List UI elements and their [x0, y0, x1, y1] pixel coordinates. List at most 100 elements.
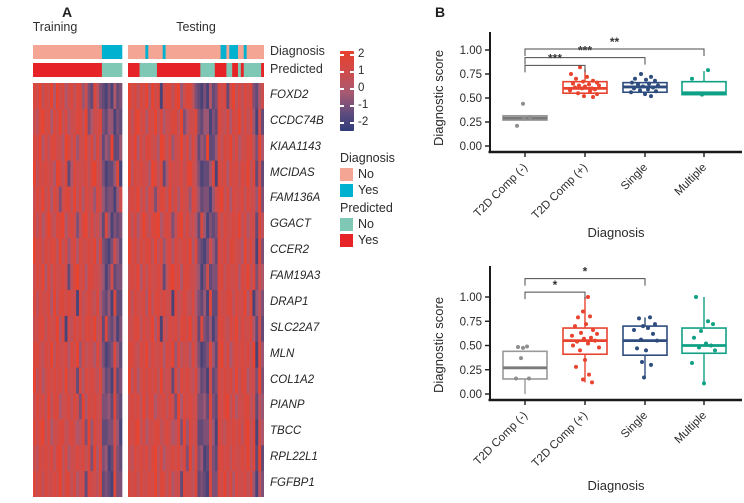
colorbar-tick-mark — [340, 122, 344, 124]
heatmap — [33, 45, 264, 497]
predicted-annotation-segment — [243, 63, 262, 77]
colorbar-tick-mark — [340, 54, 344, 56]
gene-label: MCIDAS — [270, 166, 315, 179]
diagnosis-annotation-segment — [128, 45, 146, 59]
diagnosis-annotation-label: Diagnosis — [270, 44, 325, 58]
colorbar-tick-1: 1 — [358, 65, 365, 77]
diagnosis-yes-swatch — [340, 183, 353, 197]
gene-label: RPL22L1 — [270, 451, 318, 464]
diagnosis-annotation-segment — [148, 45, 164, 59]
gene-label: PIANP — [270, 399, 305, 412]
gene-label: SLC22A7 — [270, 321, 320, 334]
y-axis-title: Diagnostic score — [431, 297, 446, 393]
training-group-label: Training — [32, 20, 78, 34]
predicted-annotation-segment — [237, 63, 242, 77]
gene-label: CCDC74B — [270, 114, 324, 127]
diagnosis-no-swatch — [340, 167, 353, 181]
gene-label: MLN — [270, 347, 295, 360]
x-axis-title: Diagnosis — [587, 478, 645, 493]
predicted-legend-yes: Yes — [340, 233, 378, 247]
diagnosis-legend-no: No — [340, 167, 374, 181]
significance-bracket — [524, 291, 586, 300]
diagnosis-annotation-segment — [145, 45, 149, 59]
significance-label: * — [553, 278, 558, 292]
y-tick-label: 0.75 — [460, 69, 482, 81]
predicted-annotation-segment — [214, 63, 227, 77]
boxplot-series — [622, 72, 668, 99]
boxplot-series — [502, 101, 548, 128]
predicted-no-swatch — [340, 217, 353, 231]
diagnosis-annotation-segment — [33, 45, 103, 59]
boxplot-series — [681, 295, 727, 386]
predicted-annotation-segment — [156, 63, 201, 77]
x-tick-label: T2D Comp (-) — [472, 410, 530, 468]
predicted-yes-swatch — [340, 233, 353, 247]
y-tick-label: 0.50 — [460, 341, 482, 353]
colorbar-tick-2: 2 — [358, 48, 365, 60]
boxplot-series — [562, 295, 608, 385]
boxplot-series — [502, 344, 548, 394]
significance-bracket — [524, 48, 705, 57]
colorbar-tick-mark — [340, 71, 344, 73]
significance-bracket — [524, 64, 586, 73]
gene-label: GGACT — [270, 218, 311, 231]
y-tick-label: 0.00 — [460, 141, 482, 153]
predicted-annotation-segment — [101, 63, 123, 77]
boxplot-bottom: 0.00 0.25 0.50 0.75 1.00 Diagnostic score T2D … — [431, 265, 742, 493]
diagnosis-annotation-segment — [165, 45, 221, 59]
colorbar-tick-m2: -2 — [358, 116, 369, 128]
colorbar-tick-mark — [350, 122, 354, 124]
diagnosis-annotation-segment — [243, 45, 247, 59]
x-tick-label: T2D Comp (+) — [530, 410, 590, 470]
predicted-legend-title: Predicted — [340, 201, 393, 215]
significance-label: ** — [610, 35, 620, 49]
colorbar-tick-0: 0 — [358, 82, 365, 94]
colorbar-tick-mark — [350, 105, 354, 107]
diagnosis-annotation-segment — [229, 45, 239, 59]
diagnosis-yes-label: Yes — [358, 183, 379, 197]
diagnosis-legend-title: Diagnosis — [340, 151, 395, 165]
predicted-annotation-segment — [139, 63, 158, 77]
significance-bracket — [524, 57, 646, 65]
significance-bracket — [524, 278, 646, 286]
x-tick-label: Multiple — [673, 162, 710, 199]
predicted-legend-no: No — [340, 217, 374, 231]
colorbar-tick-mark — [350, 54, 354, 56]
colorbar-tick-mark — [340, 105, 344, 107]
diagnosis-annotation-segment — [220, 45, 227, 59]
predicted-annotation-segment — [226, 63, 233, 77]
y-tick-label: 0.00 — [460, 389, 482, 401]
y-tick-label: 0.50 — [460, 93, 482, 105]
gene-label: FAM19A3 — [270, 270, 321, 283]
x-axis-title: Diagnosis — [587, 225, 645, 240]
y-tick-label: 1.00 — [460, 45, 482, 57]
colorbar-tick-m1: -1 — [358, 99, 369, 111]
y-axis-title: Diagnostic score — [431, 50, 446, 146]
y-tick-label: 0.25 — [460, 365, 482, 377]
gene-label: COL1A2 — [270, 373, 315, 386]
diagnosis-annotation-segment — [246, 45, 264, 59]
boxplot-series — [562, 65, 608, 100]
predicted-no-label: No — [358, 217, 374, 231]
boxplot-series — [622, 315, 668, 380]
predicted-yes-label: Yes — [358, 233, 379, 247]
boxplot-top: 0.00 0.25 0.50 0.75 1.00 Diagnostic score T2D … — [431, 32, 742, 240]
predicted-annotation-segment — [128, 63, 140, 77]
significance-label: *** — [548, 51, 562, 65]
diagnosis-legend-yes: Yes — [340, 183, 378, 197]
x-tick-label: Multiple — [673, 410, 710, 447]
diagnosis-no-label: No — [358, 167, 374, 181]
x-tick-label: Single — [619, 162, 650, 193]
significance-label: *** — [578, 44, 592, 58]
heatmap-colorbar — [340, 51, 354, 131]
gene-label: FAM136A — [270, 192, 321, 205]
gene-label: CCER2 — [270, 244, 309, 257]
predicted-annotation-segment — [232, 63, 239, 77]
colorbar-tick-mark — [350, 71, 354, 73]
y-tick-label: 0.75 — [460, 316, 482, 328]
gene-label: KIAA1143 — [270, 140, 321, 153]
predicted-annotation-segment — [261, 63, 264, 77]
predicted-annotation-segment — [240, 63, 245, 77]
gene-label: FGFBP1 — [270, 477, 315, 490]
